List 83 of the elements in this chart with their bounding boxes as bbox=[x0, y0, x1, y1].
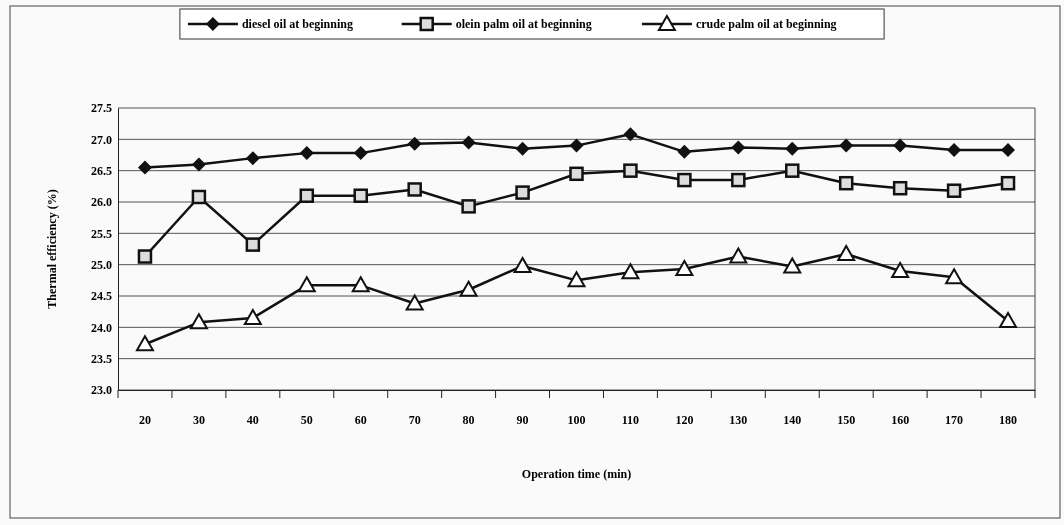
x-tick-label: 140 bbox=[783, 413, 802, 428]
x-tick-label: 110 bbox=[621, 413, 640, 428]
x-tick-label: 90 bbox=[516, 413, 529, 428]
point bbox=[947, 142, 962, 157]
x-tick-label: 30 bbox=[192, 413, 205, 428]
point bbox=[893, 138, 908, 153]
x-tick-label: 120 bbox=[675, 413, 694, 428]
y-tick-label: 27.0 bbox=[91, 132, 112, 147]
point bbox=[677, 144, 692, 159]
point bbox=[783, 257, 802, 274]
point bbox=[785, 141, 800, 156]
point bbox=[513, 256, 532, 273]
y-tick-label: 27.5 bbox=[91, 101, 112, 116]
point bbox=[731, 140, 746, 155]
x-tick-label: 40 bbox=[246, 413, 259, 428]
x-tick-label: 20 bbox=[138, 413, 151, 428]
x-tick-label: 160 bbox=[891, 413, 910, 428]
point bbox=[675, 260, 694, 277]
x-tick-label: 170 bbox=[945, 413, 964, 428]
point bbox=[297, 276, 316, 293]
y-tick-label: 26.5 bbox=[91, 164, 112, 179]
point bbox=[299, 146, 314, 161]
point bbox=[569, 138, 584, 153]
point bbox=[621, 263, 640, 280]
point bbox=[299, 188, 315, 203]
point bbox=[137, 249, 153, 264]
point bbox=[191, 189, 207, 205]
point bbox=[243, 308, 262, 325]
point bbox=[892, 180, 908, 196]
point bbox=[461, 135, 476, 150]
point bbox=[677, 172, 692, 188]
point bbox=[515, 185, 530, 200]
point bbox=[191, 157, 206, 172]
y-tick-label: 24.5 bbox=[91, 289, 112, 304]
point bbox=[785, 163, 800, 178]
point bbox=[946, 183, 962, 198]
y-tick-label: 26.0 bbox=[91, 195, 112, 210]
point bbox=[569, 166, 584, 182]
point bbox=[839, 138, 854, 153]
y-tick-label: 24.0 bbox=[91, 320, 112, 335]
point bbox=[351, 276, 370, 293]
point bbox=[189, 313, 208, 330]
x-tick-label: 60 bbox=[354, 413, 367, 428]
y-tick-label: 23.5 bbox=[91, 352, 112, 367]
y-axis-title: Thermal efficiency (%) bbox=[45, 189, 59, 309]
point bbox=[135, 335, 154, 352]
point bbox=[407, 182, 422, 197]
point bbox=[891, 261, 910, 278]
point bbox=[137, 160, 152, 175]
point bbox=[1001, 142, 1016, 157]
point bbox=[838, 175, 854, 191]
point bbox=[999, 312, 1018, 329]
legend-label: crude palm oil at beginning bbox=[695, 17, 837, 31]
point bbox=[405, 294, 424, 311]
point bbox=[515, 141, 530, 156]
x-tick-label: 100 bbox=[567, 413, 586, 428]
point bbox=[245, 151, 260, 166]
point bbox=[837, 245, 856, 262]
point bbox=[1000, 175, 1016, 191]
y-tick-label: 25.5 bbox=[91, 226, 112, 241]
x-tick-label: 80 bbox=[462, 413, 475, 428]
point bbox=[353, 188, 368, 203]
point bbox=[567, 271, 586, 288]
point bbox=[407, 136, 422, 151]
y-tick-label: 25.0 bbox=[91, 258, 112, 273]
point bbox=[623, 163, 638, 178]
point bbox=[729, 247, 748, 264]
legend-label: diesel oil at beginning bbox=[241, 17, 353, 31]
y-tick-label: 23.0 bbox=[91, 383, 112, 398]
x-axis-title: Operation time (min) bbox=[521, 467, 632, 481]
point bbox=[459, 280, 478, 297]
x-tick-label: 70 bbox=[408, 413, 421, 428]
point bbox=[353, 146, 368, 161]
x-tick-label: 50 bbox=[300, 413, 313, 428]
point bbox=[461, 199, 476, 214]
point bbox=[245, 237, 261, 252]
point bbox=[945, 268, 964, 285]
x-tick-label: 180 bbox=[999, 413, 1018, 428]
legend-label: olein palm oil at beginning bbox=[455, 17, 592, 31]
x-tick-label: 150 bbox=[837, 413, 856, 428]
point bbox=[731, 172, 746, 188]
x-tick-label: 130 bbox=[729, 413, 748, 428]
point bbox=[623, 127, 638, 142]
